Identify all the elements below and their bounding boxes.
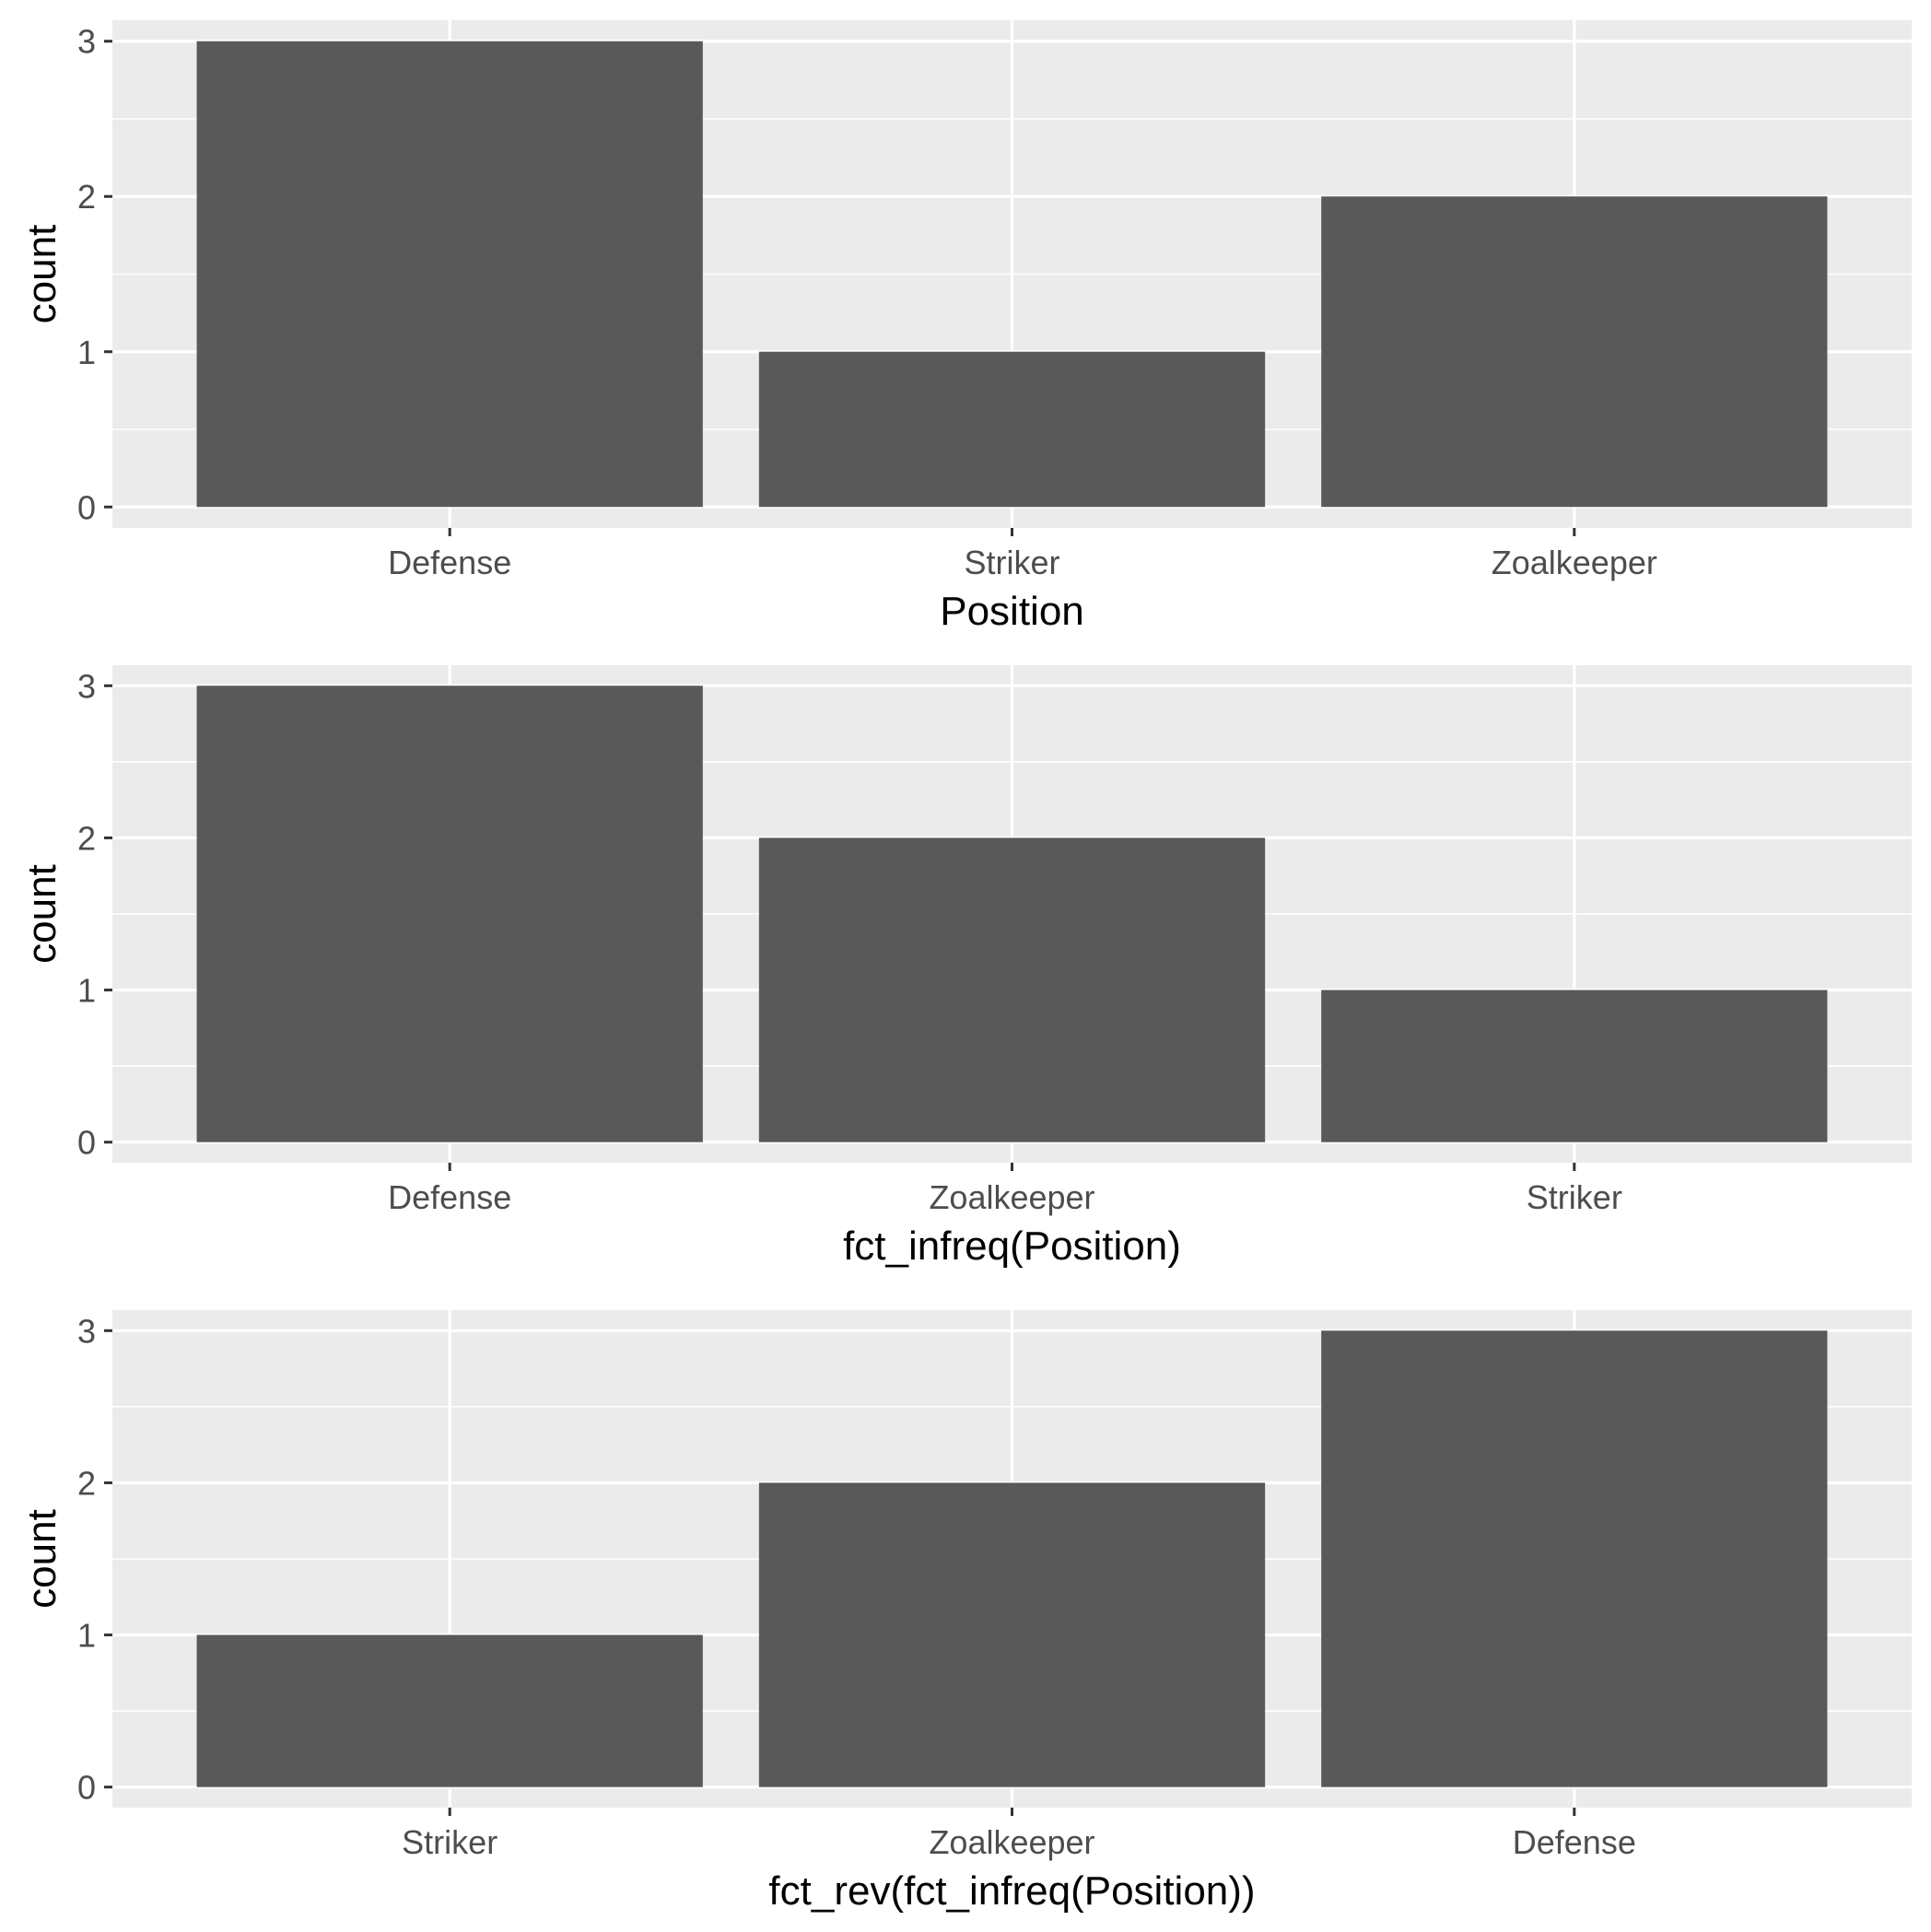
bar-zoalkeeper xyxy=(758,1482,1266,1787)
y-tick-label: 0 xyxy=(77,1769,96,1807)
y-axis-title: count xyxy=(19,864,64,964)
x-tick-label: Striker xyxy=(402,1823,497,1861)
bar-defense xyxy=(196,685,703,1142)
x-tick-label: Zoalkeeper xyxy=(929,1178,1094,1216)
bar-striker xyxy=(196,1634,703,1787)
y-tick-label: 0 xyxy=(77,488,96,526)
y-tick-label: 0 xyxy=(77,1124,96,1162)
y-tick-label: 1 xyxy=(77,1617,96,1655)
x-tick-label: Defense xyxy=(388,1178,511,1216)
x-tick-label: Defense xyxy=(388,544,511,581)
y-tick-label: 2 xyxy=(77,1464,96,1502)
y-tick-label: 2 xyxy=(77,819,96,857)
y-tick-label: 2 xyxy=(77,178,96,216)
x-axis-title: fct_infreq(Position) xyxy=(843,1224,1181,1269)
x-tick-label: Striker xyxy=(1527,1178,1622,1216)
chart-panel-2: 0 1 2 3 Defense Zoalkeeper Striker fct_infreq(P… xyxy=(19,665,1912,1269)
x-axis-title: Position xyxy=(940,589,1084,634)
bar-striker xyxy=(1321,989,1828,1142)
bar-zoalkeeper xyxy=(1321,196,1828,508)
y-tick-label: 3 xyxy=(77,23,96,61)
x-tick-label: Zoalkeeper xyxy=(929,1823,1094,1861)
x-tick-label: Striker xyxy=(964,544,1059,581)
x-tick-label: Zoalkeeper xyxy=(1492,544,1657,581)
chart-panel-1: 0 1 2 3 Defense Striker Zoalkeeper Position coun… xyxy=(19,20,1912,634)
x-axis-title: fct_rev(fct_infreq(Position)) xyxy=(768,1868,1255,1914)
bar-striker xyxy=(758,351,1266,508)
chart-panel-3: 0 1 2 3 Striker Zoalkeeper Defense fct_rev(fct_… xyxy=(19,1310,1912,1914)
bar-defense xyxy=(196,41,703,508)
y-tick-label: 3 xyxy=(77,667,96,705)
y-axis-title: count xyxy=(19,1509,64,1609)
bar-zoalkeeper xyxy=(758,837,1266,1142)
y-tick-label: 3 xyxy=(77,1312,96,1350)
x-tick-label: Defense xyxy=(1513,1823,1636,1861)
y-tick-label: 1 xyxy=(77,334,96,371)
bar-defense xyxy=(1321,1330,1828,1787)
y-tick-label: 1 xyxy=(77,972,96,1010)
y-axis-title: count xyxy=(19,225,64,324)
